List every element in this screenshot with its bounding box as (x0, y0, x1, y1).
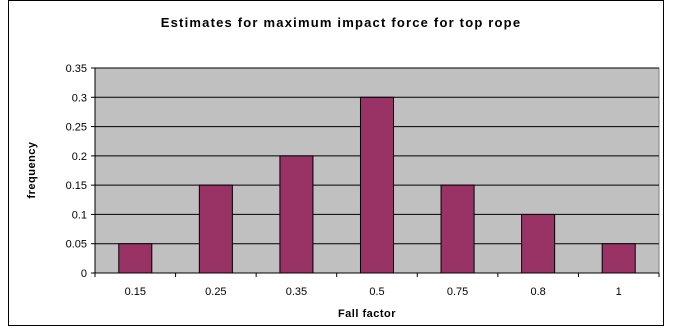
x-tick-label: 0.35 (286, 286, 307, 298)
y-tick-label: 0.35 (66, 63, 87, 75)
x-tick-label: 1 (616, 286, 622, 298)
bars (118, 96, 636, 274)
x-tick-label: 0.5 (369, 286, 384, 298)
x-tick-label: 0.8 (530, 286, 545, 298)
axes (91, 67, 660, 277)
bar (601, 243, 636, 274)
y-tick-label: 0 (81, 268, 87, 280)
x-tick-label: 0.25 (205, 286, 226, 298)
x-axis-title: Fall factor (338, 308, 396, 320)
bar (440, 184, 475, 274)
x-tick-label: 0.15 (125, 286, 146, 298)
bar (198, 184, 233, 274)
y-tick-label: 0.15 (66, 180, 87, 192)
bar (118, 243, 153, 274)
y-axis-title: frequency (26, 141, 38, 198)
bar (279, 155, 314, 274)
chart-title: Estimates for maximum impact force for t… (161, 15, 522, 30)
y-tick-label: 0.1 (72, 209, 87, 221)
y-tick-label: 0.25 (66, 122, 87, 134)
y-tick-labels: 0 0.05 0.1 0.15 0.2 0.25 0.3 0.35 (66, 63, 87, 280)
y-tick-label: 0.2 (72, 151, 87, 163)
chart-frame: Estimates for maximum impact force for t… (8, 0, 664, 326)
bar (521, 213, 556, 274)
bar (359, 96, 395, 274)
y-tick-label: 0.05 (66, 239, 87, 251)
x-tick-label: 0.75 (447, 286, 468, 298)
y-tick-label: 0.3 (72, 92, 87, 104)
x-tick-labels: 0.15 0.25 0.35 0.5 0.75 0.8 1 (125, 286, 622, 298)
bar-chart: Estimates for maximum impact force for t… (26, 15, 660, 320)
